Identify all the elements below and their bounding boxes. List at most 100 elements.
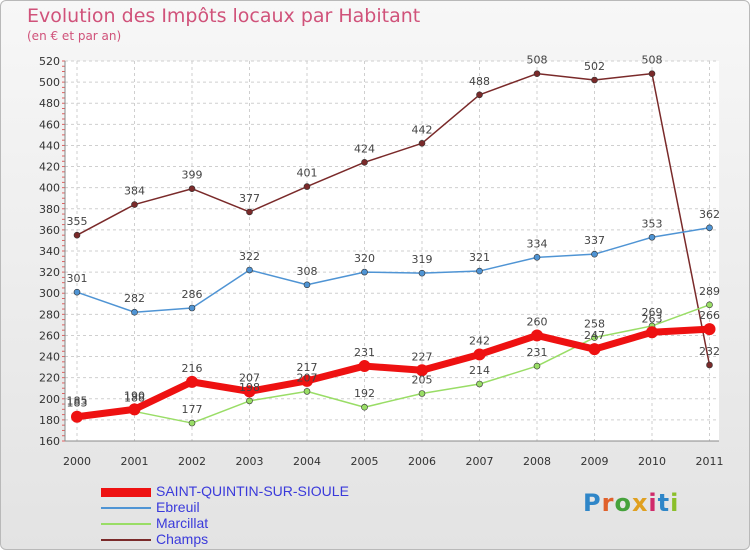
logo-letter: i [648, 489, 658, 517]
data-label: 232 [699, 345, 720, 358]
logo-letter: x [631, 489, 649, 517]
data-point [706, 224, 713, 232]
data-label: 198 [239, 381, 260, 394]
y-tick-label: 380 [39, 203, 60, 216]
data-label: 260 [527, 315, 548, 328]
y-tick-label: 460 [39, 118, 60, 131]
data-point [188, 185, 196, 193]
x-tick-label: 2011 [696, 455, 724, 468]
data-point [533, 254, 541, 261]
data-label: 320 [354, 252, 375, 265]
data-point [648, 233, 656, 241]
data-point [531, 329, 543, 342]
data-label: 183 [67, 397, 88, 410]
data-label: 355 [67, 215, 88, 228]
legend-item-champs: Champs [101, 531, 421, 549]
y-tick-label: 400 [39, 182, 60, 195]
data-label: 353 [642, 217, 663, 230]
series-line-marcillat [76, 304, 711, 424]
chart-subtitle: (en € et par an) [27, 29, 122, 43]
data-label: 207 [239, 371, 260, 384]
y-tick-label: 300 [39, 287, 60, 300]
data-point [243, 385, 256, 398]
x-tick-label: 2008 [523, 455, 551, 468]
data-point [303, 183, 311, 190]
data-label: 190 [124, 389, 145, 402]
data-label: 231 [354, 346, 375, 359]
data-label: 282 [124, 292, 145, 305]
y-tick-label: 480 [39, 97, 60, 110]
data-point [246, 266, 253, 274]
data-point [706, 301, 713, 309]
data-point [188, 304, 196, 312]
logo-letter: i [670, 489, 680, 517]
data-point [246, 208, 253, 216]
legend-label: Ebreuil [156, 499, 200, 515]
data-point [418, 269, 426, 277]
data-point [361, 159, 368, 166]
data-label: 322 [239, 250, 260, 263]
y-tick-label: 180 [39, 414, 60, 427]
y-tick-label: 240 [39, 351, 60, 364]
y-tick-label: 360 [39, 224, 60, 237]
data-label: 424 [354, 142, 375, 155]
data-label: 289 [699, 285, 720, 298]
x-tick-label: 2003 [236, 455, 264, 468]
data-point [301, 374, 313, 387]
data-label: 247 [584, 329, 605, 342]
data-point [246, 397, 253, 405]
chart-title: Evolution des Impôts locaux par Habitant [27, 5, 421, 27]
data-label: 502 [584, 60, 605, 73]
data-point [303, 281, 311, 289]
data-label: 185 [67, 395, 88, 408]
data-label: 442 [412, 123, 433, 136]
data-point [303, 388, 311, 395]
data-label: 399 [182, 169, 203, 182]
series-line-saint-quintin-sur-sioule [73, 325, 713, 421]
legend-item-ebreuil: Ebreuil [101, 499, 421, 517]
data-label: 214 [469, 364, 490, 377]
data-point [648, 70, 656, 77]
data-label: 286 [182, 288, 203, 301]
y-tick-label: 260 [39, 329, 60, 342]
data-point [591, 250, 598, 258]
x-tick-label: 2000 [63, 455, 91, 468]
data-label: 216 [182, 362, 203, 375]
data-label: 269 [642, 306, 663, 319]
data-point [473, 348, 486, 361]
data-label: 319 [412, 253, 433, 266]
data-point [591, 76, 598, 84]
data-point [73, 288, 81, 296]
data-point [361, 268, 368, 276]
y-tick-label: 340 [39, 245, 60, 258]
y-tick-label: 220 [39, 372, 60, 385]
data-point [476, 91, 483, 99]
data-label: 192 [354, 387, 375, 400]
data-label: 217 [297, 361, 318, 374]
data-point [418, 140, 426, 147]
data-label: 384 [124, 185, 145, 198]
x-tick-label: 2004 [293, 455, 321, 468]
y-tick-label: 440 [39, 139, 60, 152]
data-point [591, 334, 598, 341]
data-label: 231 [527, 346, 548, 359]
legend-label: SAINT-QUINTIN-SUR-SIOULE [156, 483, 349, 499]
x-tick-label: 2009 [581, 455, 609, 468]
y-tick-label: 500 [39, 76, 60, 89]
data-label: 177 [182, 403, 203, 416]
data-point [588, 343, 601, 356]
data-label: 508 [527, 54, 548, 67]
data-point [131, 308, 138, 316]
data-point [358, 360, 371, 373]
data-point [706, 361, 713, 369]
logo-letter: P [583, 489, 602, 517]
data-label: 488 [469, 75, 490, 88]
data-point [476, 267, 483, 275]
data-point [703, 323, 716, 336]
legend-swatch [101, 507, 151, 509]
data-point [71, 410, 83, 423]
x-tick-label: 2002 [178, 455, 206, 468]
legend-label: Champs [156, 531, 209, 547]
